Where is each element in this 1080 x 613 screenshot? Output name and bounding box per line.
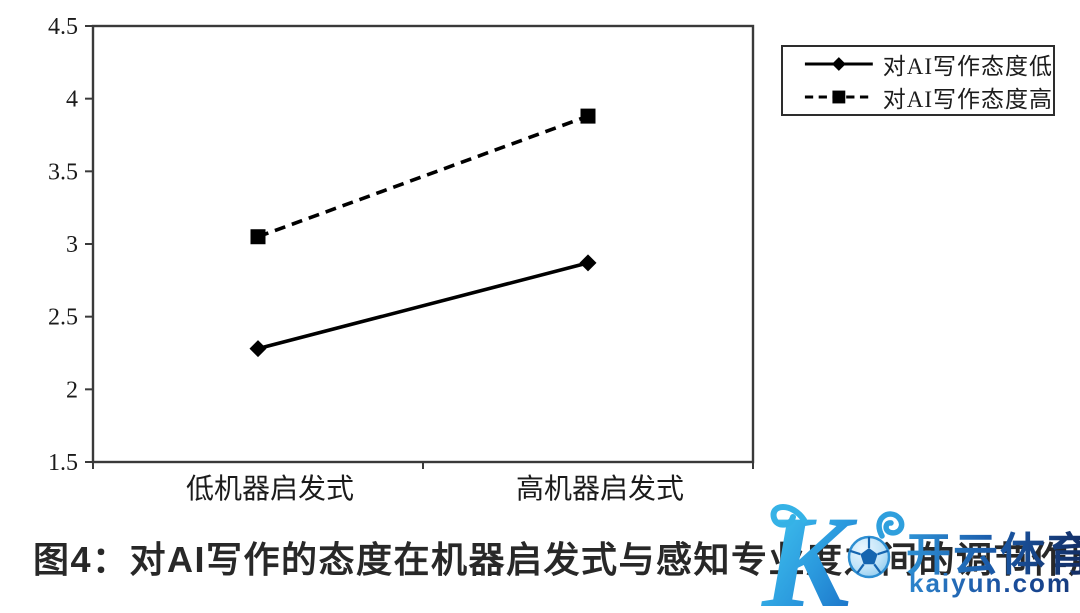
legend-item-attitude-low: 对AI写作态度低 xyxy=(804,50,1053,79)
legend-item-attitude-high: 对AI写作态度高 xyxy=(804,83,1053,112)
diamond-marker xyxy=(579,254,597,272)
figure-caption: 图4：对AI写作的态度在机器启发式与感知专业度之间的调节作用 xyxy=(33,539,1080,580)
series-line-dashed xyxy=(257,114,589,239)
y-tick-label: 3.5 xyxy=(48,159,78,185)
series-line-solid xyxy=(257,261,589,351)
y-tick-label: 2.5 xyxy=(48,305,78,331)
diamond-marker xyxy=(249,340,267,358)
solid-diamond-line-icon xyxy=(804,57,873,71)
y-tick-label: 2 xyxy=(66,377,78,403)
x-category-label: 低机器启发式 xyxy=(186,473,354,505)
square-marker xyxy=(250,229,266,245)
y-tick-label: 4 xyxy=(66,87,78,113)
y-tick-label: 1.5 xyxy=(48,450,78,476)
x-category-label: 高机器启发式 xyxy=(516,473,684,505)
legend-label: 对AI写作态度高 xyxy=(882,87,1053,112)
plot-border xyxy=(91,24,755,464)
dashed-square-line-icon xyxy=(804,90,873,104)
chart-legend: 对AI写作态度低 对AI写作态度高 xyxy=(781,45,1055,116)
y-tick-label: 4.5 xyxy=(48,14,78,40)
square-marker xyxy=(580,108,596,124)
line-chart: 4.5 4 3.5 3 2.5 2 1.5 低机器启发式 高机器启发式 xyxy=(48,14,755,505)
y-tick-label: 3 xyxy=(66,232,78,258)
legend-label: 对AI写作态度低 xyxy=(882,54,1053,79)
